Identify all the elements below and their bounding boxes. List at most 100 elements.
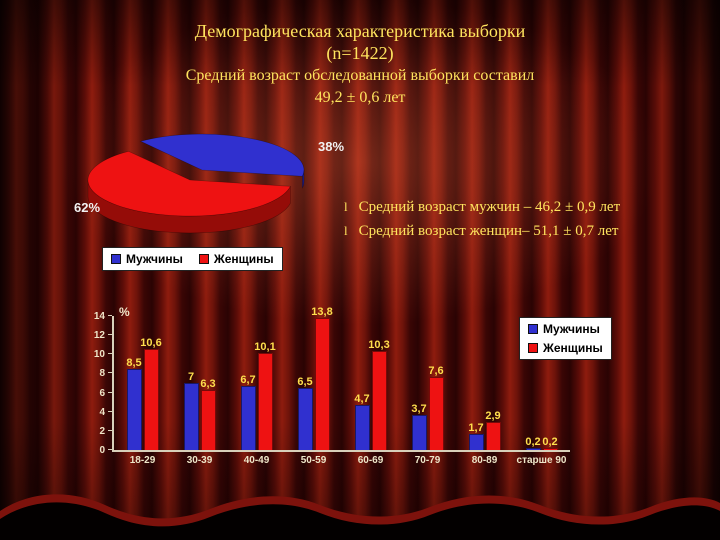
pie-legend-label-women: Женщины [213,252,274,266]
y-tick-mark [108,372,112,374]
category-label: 70-79 [414,455,441,466]
category-label: старше 90 [516,455,567,466]
bullet-marker: l [344,223,348,238]
bar-chart-yaxis: 0 2 4 6 8 10 12 14 [78,311,112,456]
bar-women-40-49: 10,1 [254,341,276,450]
y-tick-label: 14 [93,311,105,322]
bar-men-старше 90: 0,2 [525,436,541,450]
bar-value-label: 3,7 [411,402,427,415]
pie-slice-men [139,133,305,177]
bar-women-старше 90: 0,2 [542,436,558,450]
y-tick-label: 8 [99,368,105,380]
slide-title-block: Демографическая характеристика выборки (… [0,20,720,108]
women-color-swatch-icon [198,254,209,264]
bullet-marker: l [344,199,348,214]
bullet-list: l Средний возраст мужчин – 46,2 ± 0,9 ле… [344,199,710,247]
bar-men-80-89: 1,7 [468,422,484,450]
bar-men-50-59: 6,5 [297,376,313,450]
bar-legend-label-women: Женщины [543,341,603,355]
y-tick-mark [108,429,112,431]
y-tick-label: 12 [93,330,105,342]
y-tick-label: 2 [99,425,105,437]
bar-value-label: 6,5 [297,375,313,388]
pie-legend-label-men: Мужчины [126,252,183,266]
bullet-men-age-text: Средний возраст мужчин – 46,2 ± 0,9 лет [358,199,621,215]
bar-group-18-29: 8,5 10,6 18-29 [114,316,171,466]
bar-value-label: 0,2 [542,436,558,449]
pie-legend-item-men: Мужчины [111,252,183,266]
men-color-swatch-icon [528,324,538,334]
men-color-swatch-icon [111,254,121,264]
bar-value-label: 4,7 [354,393,370,406]
pie-legend-item-women: Женщины [198,252,274,266]
y-tick-label: 4 [99,406,105,418]
bar-chart-plot: 8,5 10,6 18-29 7 6,3 30-39 6,7 10,1 40-49 6,5 13,8… [112,306,570,466]
bar-value-label: 7 [187,371,195,383]
women-color-swatch-icon [528,343,538,353]
bar-value-label: 10,3 [368,339,390,352]
bar-men-18-29: 8,5 [126,357,142,450]
slide-title-line1: Демографическая характеристика выборки [194,21,526,41]
category-label: 80-89 [471,455,498,466]
bar-legend-item-men: Мужчины [528,322,603,336]
bar-men-40-49: 6,7 [240,374,256,450]
bar-legend-item-women: Женщины [528,341,603,355]
bar-women-80-89: 2,9 [485,410,501,450]
bar-women-70-79: 7,6 [428,365,444,450]
bullet-women-age: l Средний возраст женщин– 51,1 ± 0,7 лет [344,223,710,240]
bar-group-80-89: 1,7 2,9 80-89 [456,316,513,466]
y-tick-label: 10 [93,349,105,361]
bar-value-label: 7,6 [428,365,444,378]
category-label: 50-59 [300,455,327,466]
bar-group-50-59: 6,5 13,8 50-59 [285,306,342,466]
y-tick-label: 0 [99,445,105,456]
bar-value-label: 10,1 [254,341,276,354]
bar-women-30-39: 6,3 [200,378,216,450]
slide-title-line2: (n=1422) [326,43,394,63]
bar-value-label: 6,7 [240,373,256,386]
bar-group-30-39: 7 6,3 30-39 [171,316,228,466]
category-label: 40-49 [243,455,270,466]
pie-slice-men-side [302,169,305,189]
bar-group-60-69: 4,7 10,3 60-69 [342,316,399,466]
pie-percent-label-men: 38% [318,139,345,154]
bar-chart-legend: Мужчины Женщины [519,317,612,360]
bar-group-старше 90: 0,2 0,2 старше 90 [513,316,570,466]
bar-women-60-69: 10,3 [368,339,390,450]
bar-group-70-79: 3,7 7,6 70-79 [399,316,456,466]
bar-value-label: 2,9 [485,410,501,423]
bar-men-30-39: 7 [183,371,199,450]
bar-legend-label-men: Мужчины [543,322,600,336]
bar-value-label: 6,3 [200,377,216,390]
bar-women-18-29: 10,6 [140,337,162,450]
pie-percent-label-women: 62% [74,200,101,215]
y-tick-mark [108,410,112,412]
category-label: 60-69 [357,455,384,466]
y-tick-mark [108,334,112,336]
category-label: 18-29 [129,455,156,466]
y-tick-mark [108,353,112,355]
pie-chart [87,133,305,234]
category-label: 30-39 [186,455,213,466]
bar-value-label: 1,7 [468,421,484,434]
bullet-women-age-text: Средний возраст женщин– 51,1 ± 0,7 лет [358,223,619,239]
bar-value-label: 13,8 [311,305,333,318]
bar-chart-y-axis-unit: % [119,305,130,319]
y-tick-mark [108,449,112,450]
y-tick-label: 6 [99,387,105,399]
pie-slice-women [87,150,291,217]
bar-men-60-69: 4,7 [354,393,370,450]
bar-value-label: 10,6 [140,336,162,349]
pie-legend: Мужчины Женщины [102,247,283,271]
y-tick-mark [108,315,112,316]
bar-men-70-79: 3,7 [411,403,427,450]
y-tick-mark [108,391,112,393]
bar-value-label: 0,2 [525,436,541,449]
slide-subtitle-line2: 49,2 ± 0,6 лет [314,89,406,106]
bar-value-label: 8,5 [126,356,142,369]
slide-subtitle-line1: Средний возраст обследованной выборки со… [185,67,535,84]
curtain-bottom-edge [0,494,720,540]
bar-women-50-59: 13,8 [311,306,333,450]
bullet-men-age: l Средний возраст мужчин – 46,2 ± 0,9 ле… [344,199,710,216]
